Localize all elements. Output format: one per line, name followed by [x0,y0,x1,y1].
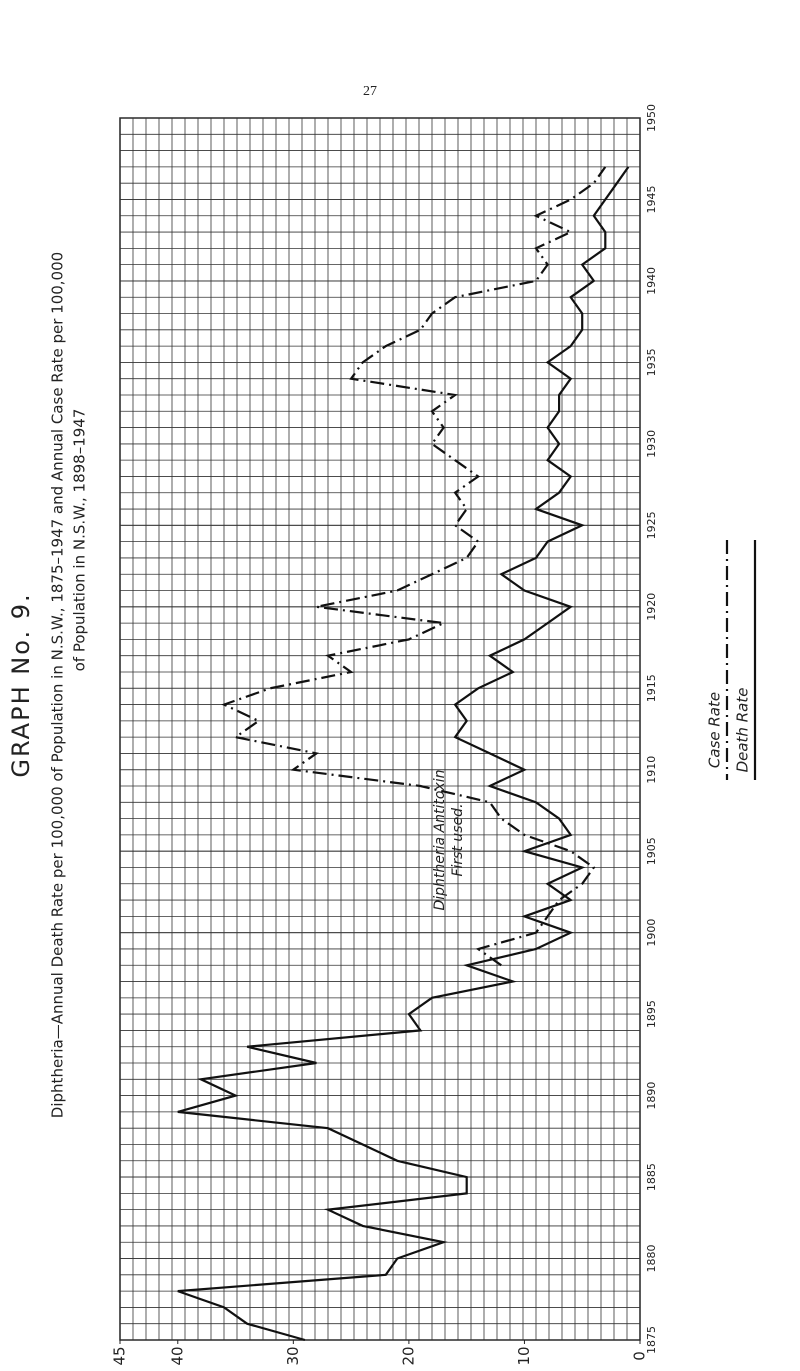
y-tick-label: 40 [168,1346,186,1365]
annotation: Diphtheria Antitoxin [432,769,448,910]
x-tick-label: 1920 [645,593,658,621]
y-tick-label: 30 [284,1346,302,1365]
x-tick-label: 1930 [645,430,658,458]
x-tick-label: 1875 [645,1326,658,1354]
x-tick-label: 1900 [645,919,658,947]
x-tick-label: 1885 [645,1163,658,1191]
page-number: 27 [363,84,377,99]
series-line [221,166,607,967]
y-tick-label: 0 [631,1351,649,1361]
x-tick-label: 1905 [645,837,658,865]
x-tick-label: 1925 [645,511,658,539]
x-tick-label: 1890 [645,1082,658,1110]
x-tick-label: 1940 [645,267,658,295]
chart-subtitle: of Population in N.S.W., 1898–1947 [71,409,89,672]
y-tick-label: 20 [399,1346,417,1365]
x-tick-label: 1915 [645,674,658,702]
chart-title: Diphtheria—Annual Death Rate per 100,000… [49,252,67,1118]
y-tick-label: 45 [111,1346,129,1365]
series-line [177,166,630,1342]
x-tick-label: 1910 [645,756,658,784]
legend-label: Case Rate [706,692,724,768]
x-tick-label: 1880 [645,1245,658,1273]
legend-label: Death Rate [734,688,752,773]
x-tick-label: 1935 [645,348,658,376]
annotation: First used. [450,803,466,876]
heading: GRAPH No. 9. [7,592,35,777]
x-tick-label: 1895 [645,1000,658,1028]
y-tick-label: 10 [515,1346,533,1365]
x-tick-label: 1945 [645,185,658,213]
x-tick-label: 1950 [645,104,658,132]
